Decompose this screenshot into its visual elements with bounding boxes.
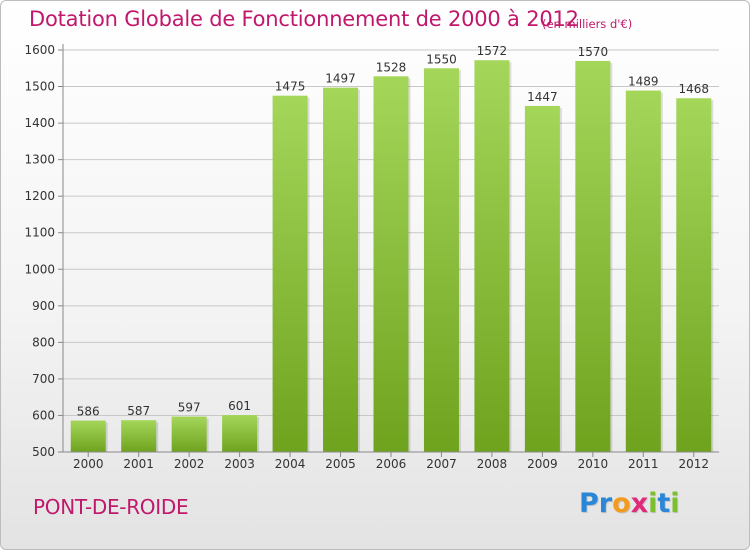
x-tick-label: 2007 <box>426 457 457 471</box>
bar-2004[interactable] <box>272 95 308 452</box>
value-label: 1475 <box>275 80 306 94</box>
logo-letter: o <box>612 488 631 519</box>
x-tick-label: 2001 <box>123 457 154 471</box>
x-tick-label: 2002 <box>174 457 205 471</box>
chart-title: Dotation Globale de Fonctionnement de 20… <box>29 7 579 31</box>
bar-2011[interactable] <box>625 90 661 452</box>
y-tick-label: 800 <box>32 335 55 349</box>
bar-2009[interactable] <box>524 105 560 452</box>
y-tick-label: 700 <box>32 372 55 386</box>
value-label: 1497 <box>325 72 356 86</box>
y-tick-label: 600 <box>32 408 55 422</box>
bar-2012[interactable] <box>676 98 712 453</box>
bar-2003[interactable] <box>222 415 258 452</box>
bars <box>70 60 714 453</box>
value-label: 1572 <box>477 44 508 58</box>
value-label: 601 <box>228 399 251 413</box>
unit-note: (en milliers d'€) <box>542 17 633 31</box>
value-label: 597 <box>178 401 201 415</box>
y-tick-label: 1300 <box>24 153 55 167</box>
x-tick-label: 2009 <box>527 457 558 471</box>
logo-letter: i <box>648 488 658 519</box>
x-tick-label: 2004 <box>275 457 306 471</box>
value-label: 1528 <box>376 60 407 74</box>
x-tick-label: 2006 <box>376 457 407 471</box>
value-label: 1489 <box>628 75 659 89</box>
logo-letter: t <box>657 488 671 519</box>
y-tick-label: 1000 <box>24 262 55 276</box>
x-tick-label: 2000 <box>73 457 104 471</box>
value-label: 587 <box>127 404 150 418</box>
value-label: 1468 <box>678 82 709 96</box>
y-tick-label: 1600 <box>24 43 55 57</box>
y-tick-label: 900 <box>32 299 55 313</box>
logo-letter: i <box>670 488 680 519</box>
bar-2008[interactable] <box>474 60 510 452</box>
x-tick-label: 2005 <box>325 457 356 471</box>
bar-2000[interactable] <box>70 420 106 452</box>
value-label: 1570 <box>578 45 609 59</box>
bar-2007[interactable] <box>423 68 459 452</box>
bar-2006[interactable] <box>373 76 409 452</box>
bar-2001[interactable] <box>121 420 157 452</box>
x-axis: 2000 2001 2002 2003 2004 2005 2006 2007 2008 2009… <box>63 451 719 471</box>
x-tick-label: 2011 <box>628 457 659 471</box>
y-tick-label: 500 <box>32 445 55 459</box>
bar-2002[interactable] <box>171 416 207 452</box>
y-tick-label: 1500 <box>24 80 55 94</box>
value-labels: 586 587 597 601 1475 1497 1528 1550 1572 1447 1570… <box>77 44 709 418</box>
y-tick-label: 1200 <box>24 189 55 203</box>
x-tick-label: 2003 <box>224 457 255 471</box>
bar-2005[interactable] <box>323 87 359 452</box>
commune-name: PONT-DE-ROIDE <box>33 495 189 519</box>
y-tick-label: 1400 <box>24 116 55 130</box>
logo-letter: r <box>598 488 613 519</box>
x-tick-label: 2012 <box>678 457 709 471</box>
y-tick-label: 1100 <box>24 226 55 240</box>
x-tick-label: 2010 <box>578 457 609 471</box>
x-tick-label: 2008 <box>477 457 508 471</box>
proxiti-logo[interactable]: Proxiti <box>579 488 680 519</box>
value-label: 1447 <box>527 90 558 104</box>
bar-2010[interactable] <box>575 60 611 453</box>
value-label: 1550 <box>426 52 457 66</box>
y-axis: 500 600 700 800 900 1000 1100 1200 1300 1400 1500 1… <box>24 43 64 459</box>
logo-letter: P <box>579 488 599 519</box>
logo-letter: x <box>630 488 649 519</box>
value-label: 586 <box>77 405 100 419</box>
